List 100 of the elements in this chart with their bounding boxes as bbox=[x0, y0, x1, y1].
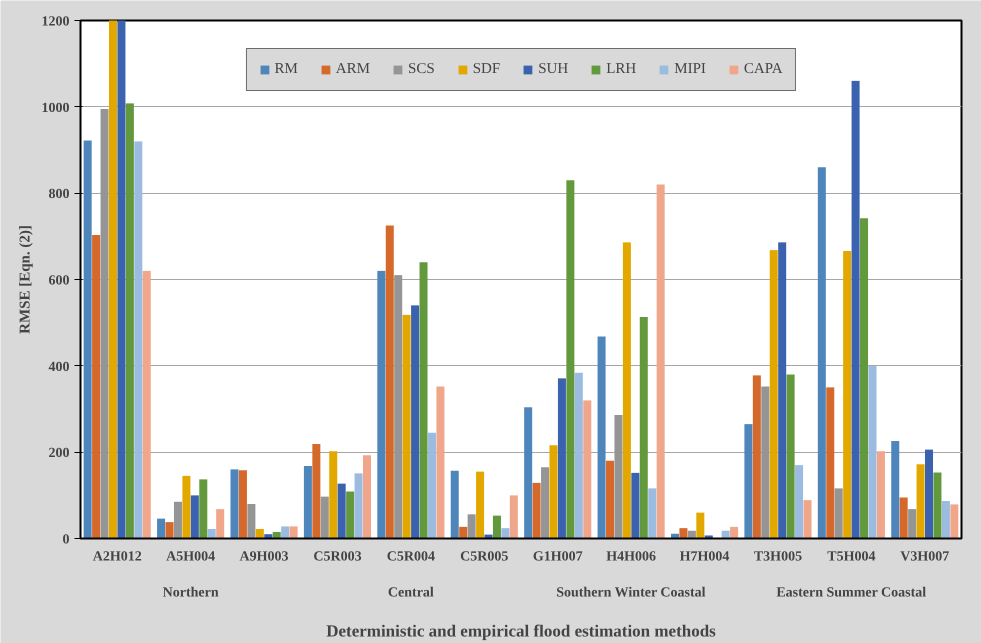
bar bbox=[100, 108, 109, 538]
x-tick-label: A9H003 bbox=[240, 550, 289, 564]
bar bbox=[786, 374, 795, 538]
legend-label: SUH bbox=[538, 61, 568, 78]
bar bbox=[648, 488, 656, 538]
bar bbox=[247, 504, 256, 538]
bar bbox=[524, 407, 532, 538]
bar bbox=[166, 522, 174, 538]
bar bbox=[598, 336, 606, 538]
bar bbox=[354, 473, 363, 538]
legend-label: SCS bbox=[408, 61, 435, 78]
bar bbox=[428, 432, 436, 538]
y-tick-label: 1200 bbox=[42, 14, 70, 30]
bar bbox=[386, 226, 394, 538]
bar bbox=[640, 317, 648, 538]
x-tick-label: C5R005 bbox=[460, 550, 508, 564]
bar bbox=[411, 305, 420, 538]
bar bbox=[312, 444, 320, 538]
bar bbox=[238, 470, 247, 538]
y-tick-label: 600 bbox=[48, 274, 70, 288]
bar bbox=[566, 180, 574, 538]
bar bbox=[942, 500, 950, 538]
bar bbox=[436, 386, 444, 538]
bar bbox=[778, 242, 786, 538]
bar bbox=[501, 528, 510, 538]
bar bbox=[891, 440, 900, 538]
bar bbox=[606, 460, 614, 538]
bar bbox=[852, 80, 860, 538]
bar bbox=[329, 451, 338, 538]
bar bbox=[142, 270, 151, 538]
bar bbox=[126, 103, 134, 538]
y-tick-label: 400 bbox=[48, 360, 70, 375]
bar bbox=[900, 497, 908, 538]
bar bbox=[860, 218, 868, 538]
bar bbox=[108, 20, 117, 538]
bar bbox=[656, 184, 665, 538]
bar bbox=[394, 275, 402, 538]
bar bbox=[826, 387, 834, 538]
bar bbox=[174, 502, 182, 538]
bar bbox=[574, 372, 583, 538]
bar bbox=[843, 251, 852, 538]
bar bbox=[182, 476, 190, 538]
bar bbox=[908, 509, 916, 538]
bar bbox=[722, 530, 730, 538]
bar bbox=[876, 451, 885, 538]
bar bbox=[346, 491, 354, 538]
x-tick-label: T3H005 bbox=[754, 550, 802, 564]
x-axis-title: Deterministic and empirical flood estimation methods bbox=[326, 622, 716, 640]
y-axis-title: RMSE [Eqn. (2)] bbox=[18, 225, 34, 334]
bar bbox=[492, 516, 501, 538]
bar bbox=[933, 472, 942, 538]
bar bbox=[476, 472, 484, 538]
bar bbox=[950, 504, 958, 538]
y-tick-label: 0 bbox=[62, 532, 70, 548]
x-tick-label: C5R003 bbox=[313, 550, 362, 564]
bar bbox=[868, 366, 876, 538]
bar bbox=[549, 445, 558, 538]
text: Southern Winter Coastal bbox=[556, 586, 706, 600]
bar bbox=[190, 495, 199, 538]
bar bbox=[818, 167, 826, 538]
bar bbox=[770, 250, 778, 538]
bar bbox=[216, 509, 224, 538]
bar bbox=[730, 526, 738, 538]
legend-label: LRH bbox=[606, 61, 636, 78]
bar bbox=[804, 500, 812, 538]
bar bbox=[583, 400, 592, 538]
bar bbox=[925, 450, 934, 538]
bar bbox=[916, 464, 925, 538]
x-tick-label: H7H004 bbox=[680, 550, 730, 564]
y-tick-label: 200 bbox=[48, 446, 70, 462]
bar bbox=[230, 469, 238, 538]
bar bbox=[631, 472, 640, 538]
legend-label: RM bbox=[274, 61, 298, 78]
bar bbox=[679, 528, 688, 538]
x-tick-label: A5H004 bbox=[166, 550, 216, 564]
legend-label: SDF bbox=[472, 61, 500, 78]
bar bbox=[510, 495, 518, 538]
bar bbox=[281, 526, 290, 538]
x-tick-label: V3H007 bbox=[900, 550, 950, 564]
bar bbox=[450, 470, 459, 538]
bar bbox=[541, 467, 550, 538]
bar bbox=[459, 526, 468, 538]
legend-label: CAPA bbox=[744, 61, 783, 78]
legend-label: ARM bbox=[336, 61, 370, 78]
bar bbox=[134, 141, 142, 538]
text: Northern bbox=[162, 586, 219, 600]
bar bbox=[320, 496, 329, 538]
bar bbox=[744, 424, 752, 538]
x-tick-label: G1H007 bbox=[532, 550, 583, 564]
bar bbox=[363, 455, 372, 538]
bar bbox=[761, 386, 770, 538]
x-tick-label: H4H006 bbox=[606, 550, 656, 564]
x-tick-label: C5R004 bbox=[386, 550, 435, 564]
bar bbox=[84, 140, 92, 538]
bar bbox=[622, 242, 631, 538]
bar bbox=[402, 314, 411, 538]
bar bbox=[199, 479, 208, 538]
bar bbox=[688, 530, 696, 538]
bar bbox=[468, 514, 476, 538]
bar bbox=[290, 526, 298, 538]
